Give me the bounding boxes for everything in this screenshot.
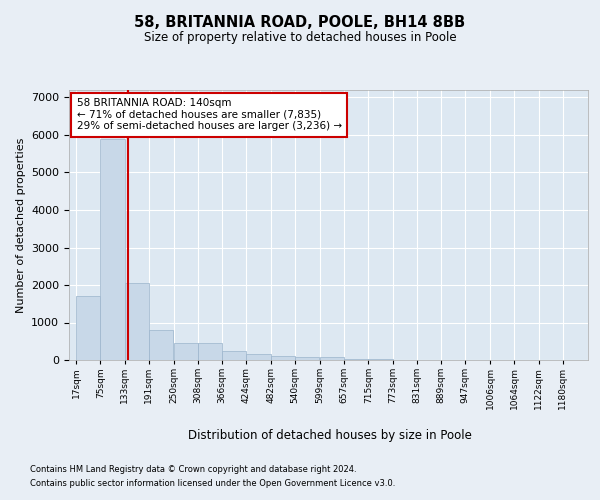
Bar xyxy=(344,358,368,360)
Bar xyxy=(198,343,222,360)
Bar xyxy=(295,357,319,360)
Text: 58, BRITANNIA ROAD, POOLE, BH14 8BB: 58, BRITANNIA ROAD, POOLE, BH14 8BB xyxy=(134,15,466,30)
Text: Size of property relative to detached houses in Poole: Size of property relative to detached ho… xyxy=(143,31,457,44)
Bar xyxy=(271,356,295,360)
Bar xyxy=(247,354,271,360)
Text: Contains HM Land Registry data © Crown copyright and database right 2024.: Contains HM Land Registry data © Crown c… xyxy=(30,466,356,474)
Bar xyxy=(125,283,149,360)
Bar xyxy=(76,296,100,360)
Bar xyxy=(320,357,344,360)
Bar xyxy=(222,352,247,360)
Bar xyxy=(173,343,198,360)
Bar xyxy=(100,138,125,360)
Bar xyxy=(368,359,392,360)
Bar xyxy=(149,330,173,360)
Text: Distribution of detached houses by size in Poole: Distribution of detached houses by size … xyxy=(188,428,472,442)
Y-axis label: Number of detached properties: Number of detached properties xyxy=(16,138,26,312)
Text: Contains public sector information licensed under the Open Government Licence v3: Contains public sector information licen… xyxy=(30,479,395,488)
Text: 58 BRITANNIA ROAD: 140sqm
← 71% of detached houses are smaller (7,835)
29% of se: 58 BRITANNIA ROAD: 140sqm ← 71% of detac… xyxy=(77,98,341,132)
